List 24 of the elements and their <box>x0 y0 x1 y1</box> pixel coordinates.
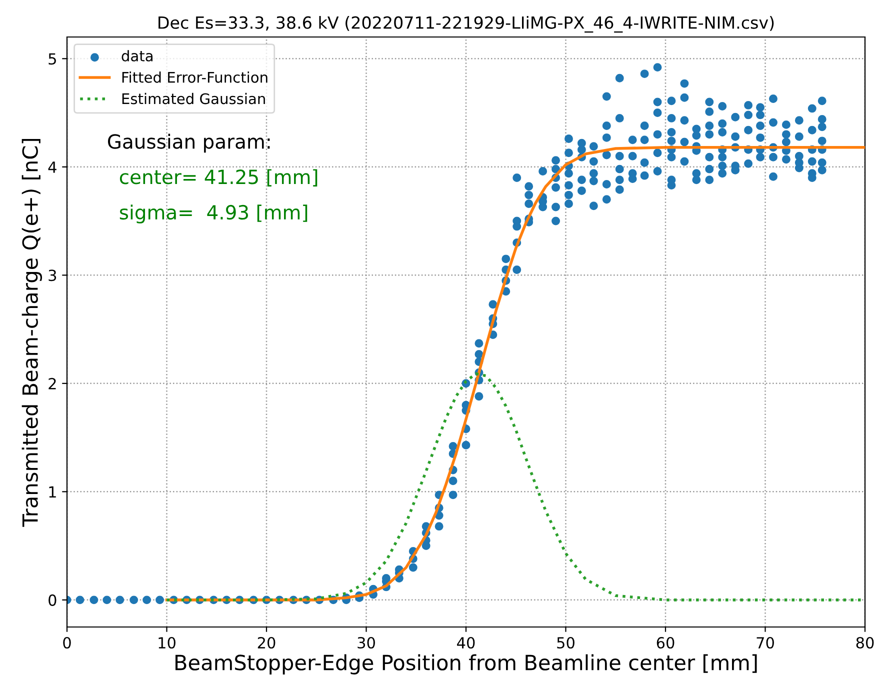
x-tick-label: 10 <box>158 636 176 649</box>
x-tick-label: 20 <box>258 636 276 649</box>
x-tick-label: 30 <box>358 636 375 649</box>
y-tick-label: 4 <box>48 162 56 173</box>
legend-label: data <box>122 50 152 62</box>
x-tick-label: 0 <box>63 636 71 649</box>
chart-title: Dec Es=33.3, 38.6 kV (20220711-221929-LIiMG-PX_46_4-IWRITE-NIM.csv) <box>158 16 774 33</box>
legend-label: Fitted Error-Function <box>122 72 268 83</box>
y-tick-label: 3 <box>48 270 56 282</box>
x-tick-label: 40 <box>457 636 475 649</box>
y-axis-title: Transmitted Beam-charge Q(e+) [nC] <box>22 138 42 527</box>
legend-label: Estimated Gaussian <box>122 92 265 104</box>
x-tick-label: 50 <box>557 636 574 649</box>
x-tick-label: 60 <box>656 636 674 649</box>
annotation: sigma= 4.93 [mm] <box>120 204 308 224</box>
x-axis-title: BeamStopper-Edge Position from Beamline center [mm] <box>176 654 757 674</box>
y-tick-label: 5 <box>48 53 56 65</box>
y-tick-label: 2 <box>48 378 56 390</box>
y-tick-label: 1 <box>49 486 56 498</box>
x-tick-label: 80 <box>856 636 874 649</box>
y-tick-label: 0 <box>48 594 56 606</box>
annotation: center= 41.25 [mm] <box>120 169 318 187</box>
annotation: Gaussian param: <box>108 134 270 153</box>
x-tick-label: 70 <box>756 636 774 649</box>
